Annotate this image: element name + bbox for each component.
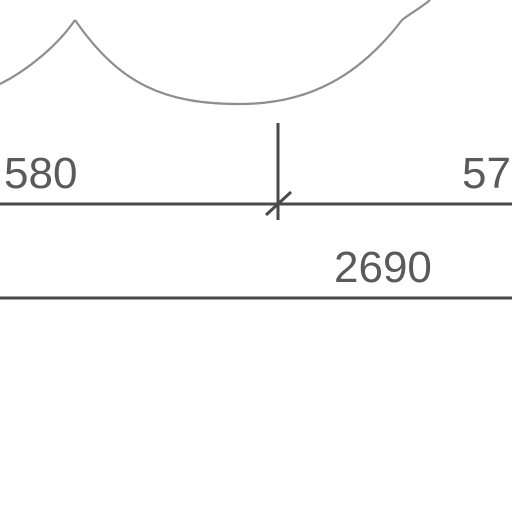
dimension-label-upper-left: 580 [4, 149, 77, 198]
dimension-label-overall: 2690 [334, 243, 432, 292]
dimension-tick [264, 190, 293, 217]
door-swing-arc-right [401, 0, 431, 21]
dimension-label-upper-right: 57 [462, 149, 511, 198]
door-swing-arc-center [74, 19, 403, 106]
door-swing-arc-left [0, 19, 76, 85]
